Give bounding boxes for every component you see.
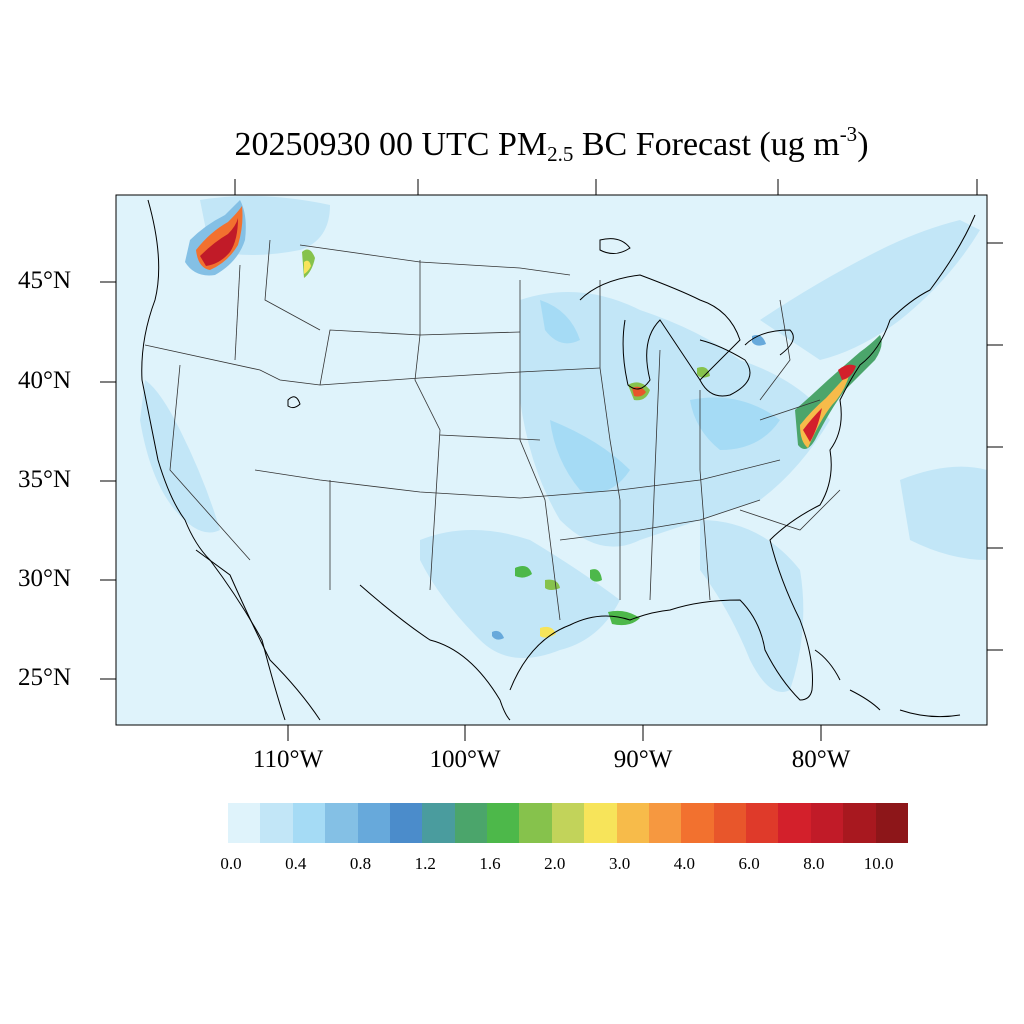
colorbar-swatch <box>487 803 520 843</box>
colorbar-swatch <box>875 803 908 843</box>
lat-label-40n: 40°N <box>18 367 72 394</box>
axis-ticks <box>100 179 1003 741</box>
colorbar-tick-label: 1.6 <box>479 854 501 873</box>
concentration-field <box>140 196 987 692</box>
colorbar-swatch <box>778 803 811 843</box>
lat-label-30n: 30°N <box>18 565 72 592</box>
colorbar-tick-label: 8.0 <box>803 854 825 873</box>
colorbar-swatch <box>292 803 326 843</box>
lon-label-100w: 100°W <box>429 746 501 773</box>
lat-label-35n: 35°N <box>18 466 72 493</box>
colorbar-swatch <box>519 803 552 843</box>
colorbar-swatch <box>584 803 617 843</box>
colorbar-swatch <box>260 803 293 843</box>
lat-label-45n: 45°N <box>18 267 72 294</box>
colorbar-swatch <box>810 803 844 843</box>
colorbar-swatch <box>454 803 487 843</box>
colorbar-tick-label: 2.0 <box>544 854 566 873</box>
colorbar-tick-label: 10.0 <box>863 854 894 873</box>
colorbar-tick-label: 0.8 <box>349 854 372 873</box>
colorbar-tick-label: 6.0 <box>738 854 760 873</box>
lat-label-25n: 25°N <box>18 664 72 691</box>
colorbar-tick-label: 4.0 <box>673 854 695 873</box>
colorbar-swatch <box>616 803 649 843</box>
colorbar-swatch <box>746 803 779 843</box>
state-boundaries <box>144 239 841 621</box>
colorbar-tick-label: 0.4 <box>285 854 307 873</box>
colorbar-swatch <box>648 803 682 843</box>
colorbar-tick-label: 0.0 <box>220 854 242 873</box>
colorbar-swatch <box>422 803 455 843</box>
colorbar <box>228 803 908 843</box>
lon-label-110w: 110°W <box>252 746 324 773</box>
colorbar-swatch <box>325 803 358 843</box>
colorbar-swatch <box>389 803 423 843</box>
colorbar-swatch <box>357 803 390 843</box>
colorbar-swatch <box>843 803 876 843</box>
lon-label-90w: 90°W <box>613 746 673 773</box>
coastlines <box>141 199 976 721</box>
map-frame <box>115 194 988 726</box>
colorbar-swatch <box>681 803 714 843</box>
colorbar-swatch <box>551 803 585 843</box>
colorbar-swatch <box>228 803 261 843</box>
lon-label-80w: 80°W <box>791 746 851 773</box>
colorbar-swatch <box>713 803 746 843</box>
map-title: 20250930 00 UTC PM2.5 BC Forecast (ug m-… <box>234 122 869 166</box>
colorbar-tick-label: 1.2 <box>414 854 436 873</box>
colorbar-tick-label: 3.0 <box>608 854 631 873</box>
